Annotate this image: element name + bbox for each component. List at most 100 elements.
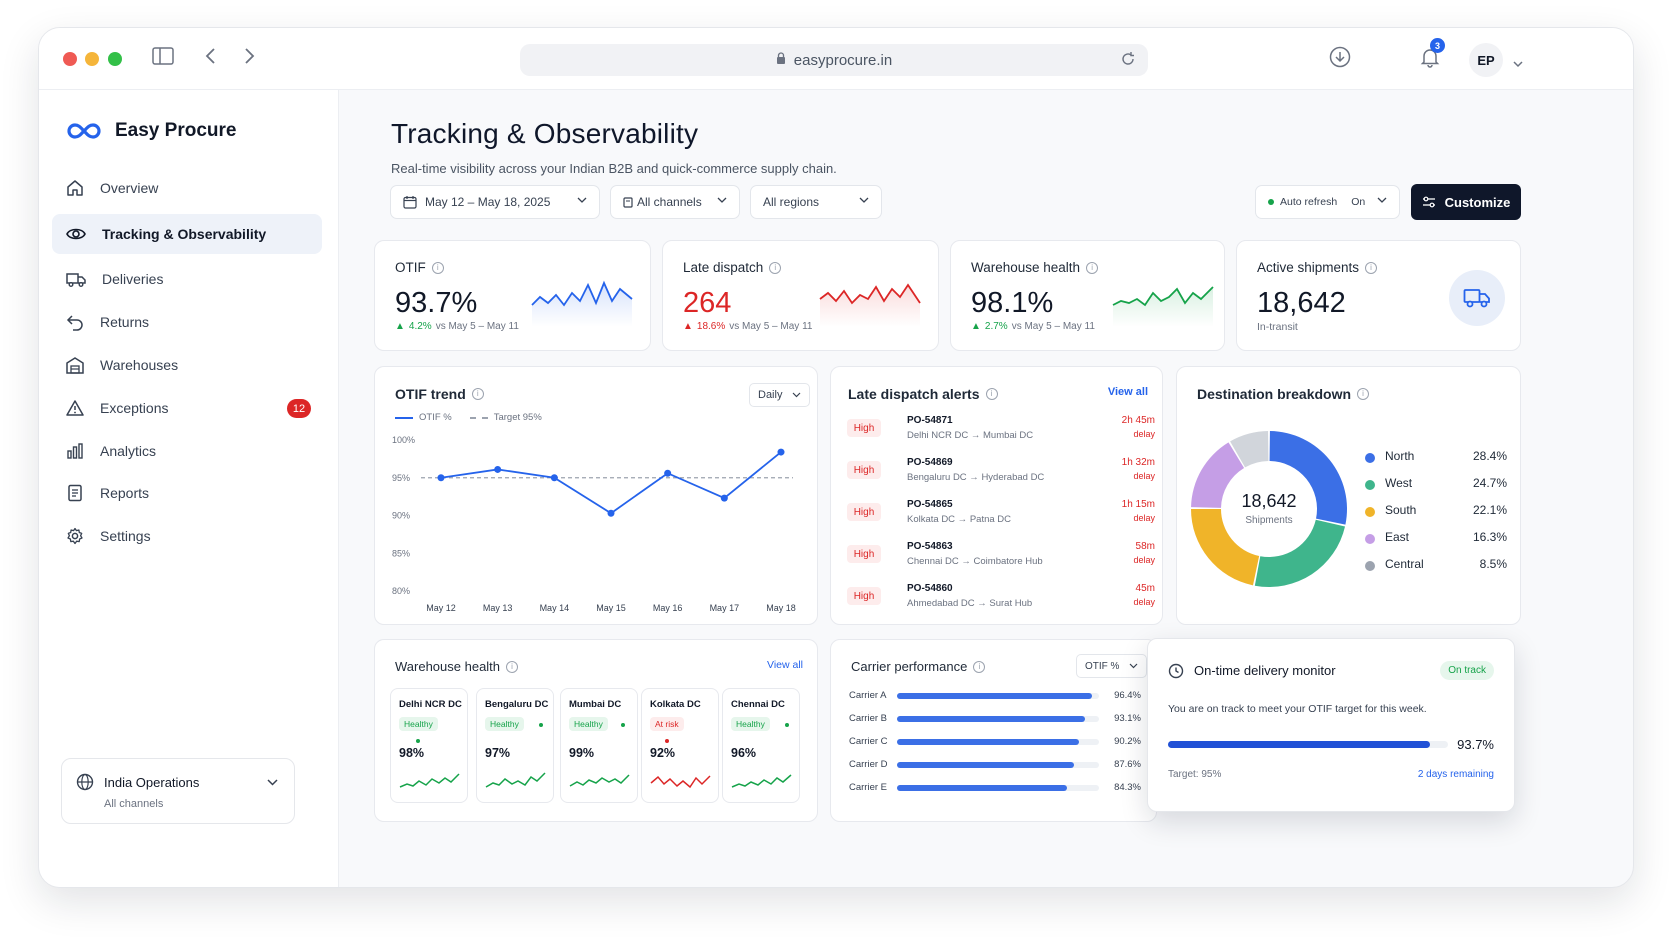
maximize-window-button[interactable] [108, 52, 122, 66]
legend-item-south: South 22.1% [1365, 503, 1507, 519]
view-all-warehouses-link[interactable]: View all [767, 659, 803, 671]
info-icon[interactable]: i [1365, 261, 1378, 274]
alert-row[interactable]: High PO-54860 Ahmedabad DC → Surat Hub 4… [847, 583, 1155, 625]
sidebar-item-reports[interactable]: Reports [52, 473, 322, 513]
minimize-window-button[interactable] [85, 52, 99, 66]
view-all-alerts-link[interactable]: View all [1107, 386, 1148, 398]
kpi-card-warehouse-health[interactable]: Warehouse health i 98.1% ▲ 2.7% vs May 5 – … [950, 240, 1225, 351]
days-remaining[interactable]: 2 days remaining [1417, 769, 1494, 780]
app-logo[interactable]: Easy Procure [65, 120, 236, 142]
alert-row[interactable]: High PO-54863 Chennai DC → Coimbatore Hu… [847, 541, 1155, 583]
warehouse-status-badge: Healthy [399, 717, 438, 731]
truck-icon [1463, 289, 1490, 308]
sidebar-item-warehouses[interactable]: Warehouses [52, 345, 322, 385]
donut-slice-central[interactable] [1230, 431, 1269, 468]
chevron-down-icon[interactable] [1513, 55, 1523, 73]
otif-data-point[interactable] [550, 474, 558, 482]
close-window-button[interactable] [63, 52, 77, 66]
otif-data-point[interactable] [664, 469, 672, 477]
address-bar[interactable]: easyprocure.in [520, 44, 1148, 76]
bell-icon[interactable]: 3 [1419, 38, 1445, 73]
y-tick-label: 85% [392, 548, 410, 558]
period-select[interactable]: Daily [749, 383, 811, 407]
legend-dot [1365, 534, 1375, 544]
kpi-value: 93.7% [395, 287, 478, 319]
alert-row[interactable]: High PO-54865 Kolkata DC → Patna DC 1h 1… [847, 499, 1155, 541]
chevron-down-icon [859, 197, 869, 203]
otif-data-point[interactable] [437, 474, 445, 482]
reload-icon[interactable] [1120, 51, 1136, 71]
forward-arrow-icon[interactable] [242, 47, 256, 70]
info-icon[interactable]: i [506, 660, 519, 673]
severity-badge: High [847, 503, 881, 521]
legend-name: West [1385, 476, 1413, 490]
download-icon[interactable] [1329, 46, 1351, 73]
sidebar-item-tracking[interactable]: Tracking & Observability [52, 214, 322, 254]
alert-row[interactable]: High PO-54871 Delhi NCR DC → Mumbai DC 2… [847, 415, 1155, 457]
alert-row[interactable]: High PO-54869 Bengaluru DC → Hyderabad D… [847, 457, 1155, 499]
sidebar-item-deliveries[interactable]: Deliveries [52, 259, 322, 299]
sidebar-item-analytics[interactable]: Analytics [52, 431, 322, 471]
info-icon[interactable]: i [1357, 388, 1370, 400]
warehouse-tile[interactable]: Kolkata DC At risk 92% [641, 688, 719, 803]
info-icon[interactable]: i [431, 261, 444, 274]
eye-icon [66, 228, 86, 240]
info-icon[interactable]: i [471, 388, 484, 400]
on-track-badge: On track [1440, 661, 1494, 680]
carrier-row[interactable]: Carrier A 96.4% [849, 690, 1141, 704]
otif-data-point[interactable] [607, 509, 615, 517]
info-icon[interactable]: i [769, 261, 782, 274]
up-arrow-icon: ▲ [395, 321, 405, 332]
warehouse-tile[interactable]: Mumbai DC Healthy 99% [560, 688, 638, 803]
warehouse-status-badge: At risk [650, 717, 684, 731]
card-title-row: Late dispatch alerts i [848, 386, 998, 402]
carrier-row[interactable]: Carrier D 87.6% [849, 759, 1141, 773]
warehouse-tile[interactable]: Delhi NCR DC Healthy 98% [390, 688, 468, 803]
otif-trend-card: OTIF trend i Daily OTIF % Target 95% 100%… [374, 366, 818, 625]
auto-refresh-toggle[interactable]: Auto refresh On [1255, 185, 1400, 219]
sidebar-item-exceptions[interactable]: Exceptions 12 [52, 388, 322, 428]
kpi-card-late-dispatch[interactable]: Late dispatch i 264 ▲ 18.6% vs May 5 – May … [662, 240, 939, 351]
carrier-metric-select[interactable]: OTIF % [1076, 654, 1148, 678]
warehouse-tile[interactable]: Bengaluru DC Healthy 97% [476, 688, 554, 803]
kpi-title-row: OTIF i [395, 260, 444, 275]
user-avatar[interactable]: EP [1469, 43, 1503, 77]
otif-data-point[interactable] [777, 448, 785, 456]
carrier-row[interactable]: Carrier C 90.2% [849, 736, 1141, 750]
customize-button[interactable]: Customize [1411, 184, 1521, 220]
carrier-row[interactable]: Carrier E 84.3% [849, 782, 1141, 796]
regions-select[interactable]: All regions [750, 185, 882, 219]
sidebar-item-overview[interactable]: Overview [52, 168, 322, 208]
otif-data-point[interactable] [494, 465, 502, 473]
x-tick-label: May 14 [540, 603, 570, 613]
info-icon[interactable]: i [1086, 261, 1099, 274]
kpi-card-active-shipments[interactable]: Active shipments i 18,642 In-transit [1236, 240, 1521, 351]
warehouse-tile[interactable]: Chennai DC Healthy 96% [722, 688, 800, 803]
info-icon[interactable]: i [985, 388, 998, 400]
warning-icon [66, 400, 84, 416]
channels-select[interactable]: All channels [610, 185, 740, 219]
info-icon[interactable]: i [973, 660, 986, 673]
otif-data-point[interactable] [720, 494, 728, 502]
sidebar-item-label: Analytics [100, 443, 157, 459]
auto-refresh-value: On [1351, 196, 1366, 208]
carrier-row[interactable]: Carrier B 93.1% [849, 713, 1141, 727]
x-tick-label: May 15 [596, 603, 626, 613]
back-arrow-icon[interactable] [204, 47, 218, 70]
donut-slice-west[interactable] [1254, 519, 1346, 587]
carrier-name: Carrier E [849, 782, 888, 793]
date-range-picker[interactable]: May 12 – May 18, 2025 [390, 185, 600, 219]
donut-slice-south[interactable] [1191, 508, 1260, 586]
sidebar-item-returns[interactable]: Returns [52, 302, 322, 342]
period-value: Daily [758, 389, 783, 401]
org-switcher[interactable]: India Operations All channels [61, 758, 295, 824]
legend-dot [1365, 453, 1375, 463]
kpi-card-otif[interactable]: OTIF i 93.7% ▲ 4.2% vs May 5 – May 11 [374, 240, 651, 351]
card-title: Destination breakdown [1197, 386, 1352, 402]
x-tick-label: May 18 [766, 603, 796, 613]
sidebar-toggle-icon[interactable] [152, 47, 174, 70]
donut-slice-north[interactable] [1269, 431, 1347, 525]
donut-slice-east[interactable] [1191, 442, 1245, 508]
warehouse-name: Delhi NCR DC [399, 699, 462, 710]
sidebar-item-settings[interactable]: Settings [52, 516, 322, 556]
